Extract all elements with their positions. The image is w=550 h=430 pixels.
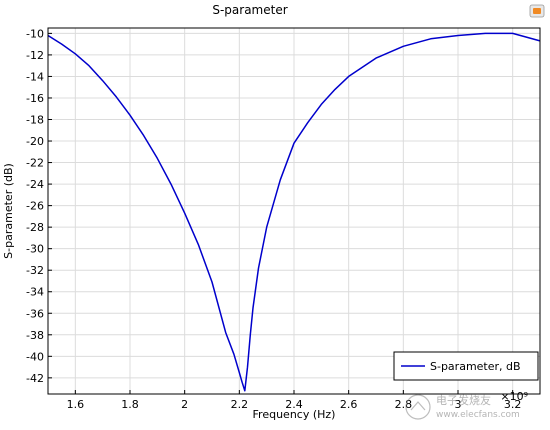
y-tick-label: -14	[26, 70, 44, 83]
y-tick-label: -38	[26, 329, 44, 342]
y-tick-label: -12	[26, 49, 44, 62]
y-tick-label: -20	[26, 135, 44, 148]
x-tick-label: 2.2	[231, 398, 249, 411]
y-tick-label: -34	[26, 286, 44, 299]
y-tick-label: -24	[26, 178, 44, 191]
svg-text:www.elecfans.com: www.elecfans.com	[436, 410, 520, 420]
y-tick-label: -30	[26, 243, 44, 256]
x-exponent-label: ×10⁹	[500, 390, 528, 403]
y-tick-label: -32	[26, 264, 44, 277]
plot-area	[47, 27, 541, 395]
y-tick-label: -28	[26, 221, 44, 234]
x-tick-label: 1.8	[121, 398, 139, 411]
x-tick-label: 1.6	[67, 398, 85, 411]
x-tick-label: 2.6	[340, 398, 358, 411]
y-tick-label: -26	[26, 200, 44, 213]
x-tick-label: 2.8	[395, 398, 413, 411]
y-tick-label: -10	[26, 27, 44, 40]
y-tick-label: -36	[26, 307, 44, 320]
series-line	[47, 32, 541, 392]
legend-label: S-parameter, dB	[430, 360, 521, 373]
x-tick-label: 2.4	[285, 398, 303, 411]
y-axis-ticks: -42 -40 -38 -36 -34 -32 -30 -28 -26 -24 -22 -20 -18 -…	[26, 27, 52, 385]
y-tick-label: -16	[26, 92, 44, 105]
series-layer	[47, 32, 541, 392]
y-tick-label: -22	[26, 157, 44, 170]
x-tick-label: 2	[181, 398, 188, 411]
y-axis-label: S-parameter (dB)	[2, 163, 15, 259]
x-axis-ticks: 1.6 1.8 2 2.2 2.4 2.6 2.8 3 3.2	[67, 390, 522, 411]
y-tick-label: -42	[26, 372, 44, 385]
x-tick-label: 3	[455, 398, 462, 411]
y-tick-label: -40	[26, 350, 44, 363]
chart-title: S-parameter	[212, 3, 287, 17]
x-axis-label: Frequency (Hz)	[253, 408, 336, 421]
svg-text:电子发烧友: 电子发烧友	[436, 393, 491, 407]
x-tick-label: 3.2	[504, 398, 522, 411]
y-tick-label: -18	[26, 114, 44, 127]
legend: S-parameter, dB	[393, 351, 539, 381]
comsol-logo	[529, 4, 545, 18]
watermark: 电子发烧友 www.elecfans.com	[405, 393, 520, 420]
